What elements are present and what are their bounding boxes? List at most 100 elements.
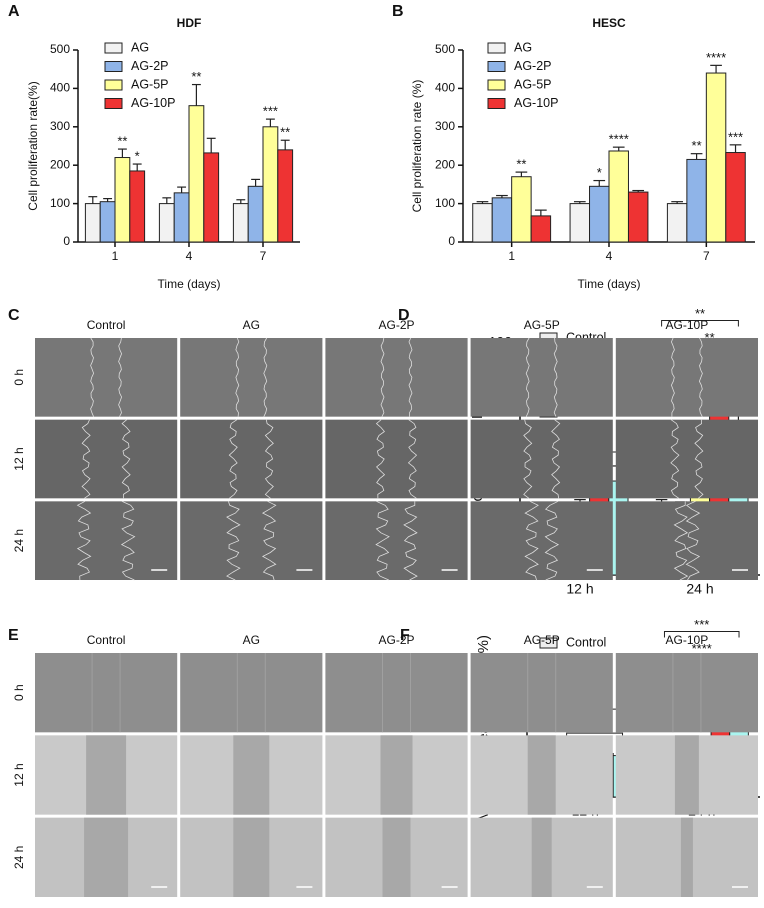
wound-edge xyxy=(673,501,689,581)
micrograph xyxy=(615,653,758,733)
micrograph xyxy=(35,653,178,733)
wound-edge xyxy=(553,337,558,417)
column-label: AG xyxy=(243,633,260,647)
column-label: AG-5P xyxy=(524,318,560,332)
micrograph xyxy=(35,501,178,580)
bar xyxy=(627,191,649,243)
micrograph xyxy=(35,338,178,417)
micrograph xyxy=(325,338,468,417)
legend-swatch xyxy=(487,98,506,109)
y-tick-label: 0 xyxy=(448,234,455,248)
wound-gap xyxy=(531,817,552,897)
micrograph xyxy=(325,419,468,499)
column-label: AG-2P xyxy=(378,633,414,647)
significance-bracket xyxy=(661,319,739,327)
column-label: AG-10P xyxy=(666,318,709,332)
chart-title: HESC xyxy=(592,16,626,30)
wound-edge xyxy=(525,337,530,417)
wound-edge xyxy=(120,500,136,581)
micrograph xyxy=(325,653,468,733)
bar xyxy=(511,176,532,243)
y-axis-label: Cell proliferation rate (%) xyxy=(410,80,424,213)
micrograph xyxy=(180,501,323,580)
y-tick-label: 200 xyxy=(50,157,70,171)
wound-edge xyxy=(226,501,241,581)
bar xyxy=(129,170,146,243)
legend-swatch xyxy=(104,42,123,54)
wound-edge xyxy=(264,419,274,499)
significance-bracket xyxy=(663,631,740,638)
y-tick-label: 100 xyxy=(435,196,455,210)
x-tick-label: 1 xyxy=(112,249,119,263)
wound-gap xyxy=(382,817,411,897)
wound-gap xyxy=(527,735,556,815)
micrograph xyxy=(470,501,613,580)
column-label: Control xyxy=(87,318,126,332)
bar xyxy=(491,197,513,243)
y-axis-label: Cell proliferation rate(%) xyxy=(26,81,40,210)
bar xyxy=(705,72,727,243)
column-label: AG-2P xyxy=(378,318,414,332)
wound-edge xyxy=(90,337,95,417)
bar xyxy=(277,149,294,243)
panel-label: C xyxy=(8,307,20,324)
wound-edge xyxy=(261,500,277,581)
legend-label: AG-10P xyxy=(131,96,175,110)
significance: **** xyxy=(609,132,629,147)
wound-edge xyxy=(408,337,413,417)
significance: * xyxy=(597,165,602,180)
wound-edge xyxy=(403,501,418,581)
wound-edge xyxy=(228,419,238,499)
x-tick-label: 7 xyxy=(260,249,267,263)
micrograph xyxy=(615,338,758,417)
bar xyxy=(472,203,493,243)
significance: *** xyxy=(728,129,743,144)
wound-edge xyxy=(235,337,240,417)
significance: **** xyxy=(692,641,712,656)
panel-label: A xyxy=(8,3,20,20)
panel-label: D xyxy=(398,307,410,324)
panel-label: B xyxy=(392,3,404,20)
x-axis-label: Time (days) xyxy=(158,277,221,291)
legend-swatch xyxy=(487,61,506,72)
wound-gap xyxy=(233,817,270,897)
bar xyxy=(608,150,629,243)
column-label: AG-10P xyxy=(666,633,709,647)
legend-label: AG-2P xyxy=(514,59,552,73)
row-label: 0 h xyxy=(12,369,26,386)
significance: ** xyxy=(191,69,201,84)
significance: ** xyxy=(695,306,705,321)
wound-edge xyxy=(694,419,704,499)
wound-gap xyxy=(674,735,699,815)
row-label: 12 h xyxy=(12,447,26,470)
wound-edge xyxy=(263,337,268,417)
row-label: 24 h xyxy=(12,846,26,869)
wound-edge xyxy=(670,419,680,499)
wound-gap xyxy=(680,817,693,897)
legend-swatch xyxy=(539,637,558,649)
y-tick-label: 500 xyxy=(435,42,455,56)
bar xyxy=(203,152,220,243)
significance: **** xyxy=(706,50,726,65)
legend-swatch xyxy=(487,79,506,91)
bar xyxy=(262,126,279,243)
column-label: AG-5P xyxy=(524,633,560,647)
wound-edge xyxy=(524,500,539,581)
bar xyxy=(686,158,707,243)
legend-label: AG xyxy=(514,40,532,54)
significance: ** xyxy=(705,330,715,345)
significance: *** xyxy=(263,104,278,119)
y-tick-label: 300 xyxy=(435,119,455,133)
x-tick-label: 1 xyxy=(508,249,515,263)
y-tick-label: 200 xyxy=(435,157,455,171)
y-tick-label: 500 xyxy=(50,42,70,56)
significance: ** xyxy=(516,157,526,172)
bar xyxy=(666,203,688,243)
bar xyxy=(173,192,190,243)
wound-gap xyxy=(84,817,129,897)
y-tick-label: 0 xyxy=(63,234,70,248)
legend-swatch xyxy=(104,61,123,72)
panel-label: F xyxy=(400,627,410,644)
bar xyxy=(589,185,610,243)
legend-label: AG-5P xyxy=(514,77,552,91)
